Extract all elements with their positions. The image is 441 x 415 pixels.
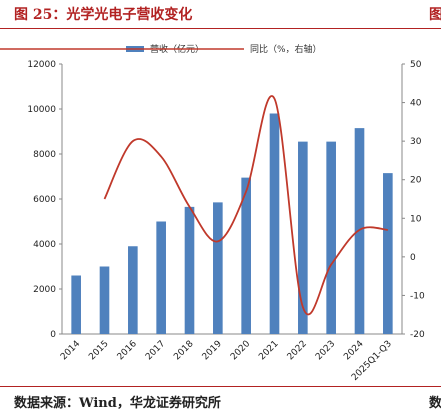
legend-line-label: 同比（%，右轴）: [250, 43, 322, 55]
revenue-bar: [184, 206, 195, 334]
left-tick-label: 12000: [27, 60, 56, 70]
left-tick-label: 0: [50, 330, 56, 340]
revenue-bar: [241, 177, 251, 334]
x-tick-label: 2019: [201, 339, 224, 362]
yoy-growth-line: [103, 95, 388, 316]
x-tick-label: 2022: [286, 339, 309, 362]
revenue-bar: [269, 113, 280, 334]
chart-legend: 营收（亿元） 同比（%，右轴）: [0, 43, 322, 55]
right-tick-label: -10: [410, 291, 425, 301]
left-tick-label: 8000: [33, 150, 56, 160]
clipped-neighbor-title: 图: [429, 7, 441, 23]
x-tick-label: 2014: [59, 339, 82, 362]
footer-rule: [0, 386, 441, 387]
left-tick-label: 4000: [33, 240, 56, 250]
x-tick-label: 2024: [342, 339, 365, 362]
x-tick-label: 2018: [172, 339, 195, 362]
revenue-bar: [298, 141, 308, 334]
right-tick-label: 40: [410, 99, 422, 109]
right-tick-label: 0: [410, 253, 416, 263]
clipped-neighbor-source: 数: [429, 396, 441, 411]
revenue-bar: [71, 275, 81, 334]
revenue-bar: [128, 246, 138, 334]
x-tick-label: 2020: [229, 339, 252, 362]
x-tick-label: 2021: [257, 339, 280, 362]
right-tick-label: 50: [410, 60, 422, 70]
revenue-bar: [383, 173, 393, 334]
data-source: 数据来源：Wind，华龙证券研究所: [14, 396, 221, 411]
right-tick-label: -20: [410, 330, 425, 340]
x-tick-label: 2017: [144, 339, 167, 362]
revenue-bar: [213, 202, 223, 334]
left-tick-label: 2000: [33, 285, 56, 295]
x-tick-label: 2016: [116, 339, 139, 362]
revenue-bar: [99, 266, 110, 334]
figure-title: 图 25：光学光电子营收变化: [14, 7, 193, 23]
title-underline: [0, 28, 441, 29]
left-tick-label: 10000: [27, 105, 56, 115]
revenue-bar: [156, 221, 166, 334]
x-tick-label: 2015: [87, 339, 110, 362]
revenue-bar: [326, 141, 336, 334]
revenue-chart: 营收（亿元） 同比（%，右轴） 0 2000 4000 6000 8000 10000 12…: [0, 43, 425, 383]
right-tick-label: 30: [410, 137, 422, 147]
right-tick-label: 20: [410, 176, 422, 186]
x-tick-label: 2023: [314, 339, 337, 362]
right-tick-label: 10: [410, 214, 422, 224]
revenue-bar: [354, 128, 365, 334]
left-tick-label: 6000: [33, 195, 56, 205]
